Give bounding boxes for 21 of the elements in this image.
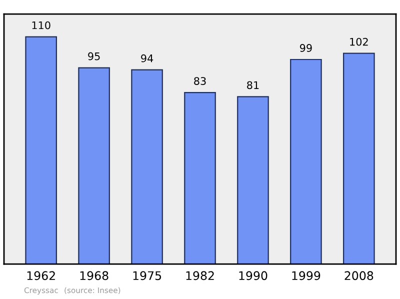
- x-tick-label: 1962: [27, 271, 55, 280]
- bar: [131, 69, 163, 264]
- x-tick-label: 1975: [133, 271, 162, 280]
- bar: [290, 58, 322, 264]
- data-label: 81: [247, 81, 259, 90]
- data-label: 83: [194, 77, 206, 85]
- data-label: 102: [350, 38, 368, 46]
- bar: [237, 96, 269, 264]
- data-label: 99: [300, 44, 312, 52]
- x-tick-label: 1968: [80, 271, 108, 280]
- data-label: 95: [88, 52, 100, 60]
- bar: [184, 92, 216, 264]
- bar: [78, 67, 110, 264]
- bar: [25, 36, 57, 264]
- x-tick-label: 1999: [292, 271, 320, 280]
- data-label: 94: [141, 54, 154, 62]
- x-tick-label: 1990: [239, 271, 268, 280]
- data-label: 110: [32, 21, 50, 30]
- x-tick-label: 1982: [186, 271, 214, 280]
- x-tick-label: 2008: [344, 271, 374, 280]
- bar: [343, 52, 375, 264]
